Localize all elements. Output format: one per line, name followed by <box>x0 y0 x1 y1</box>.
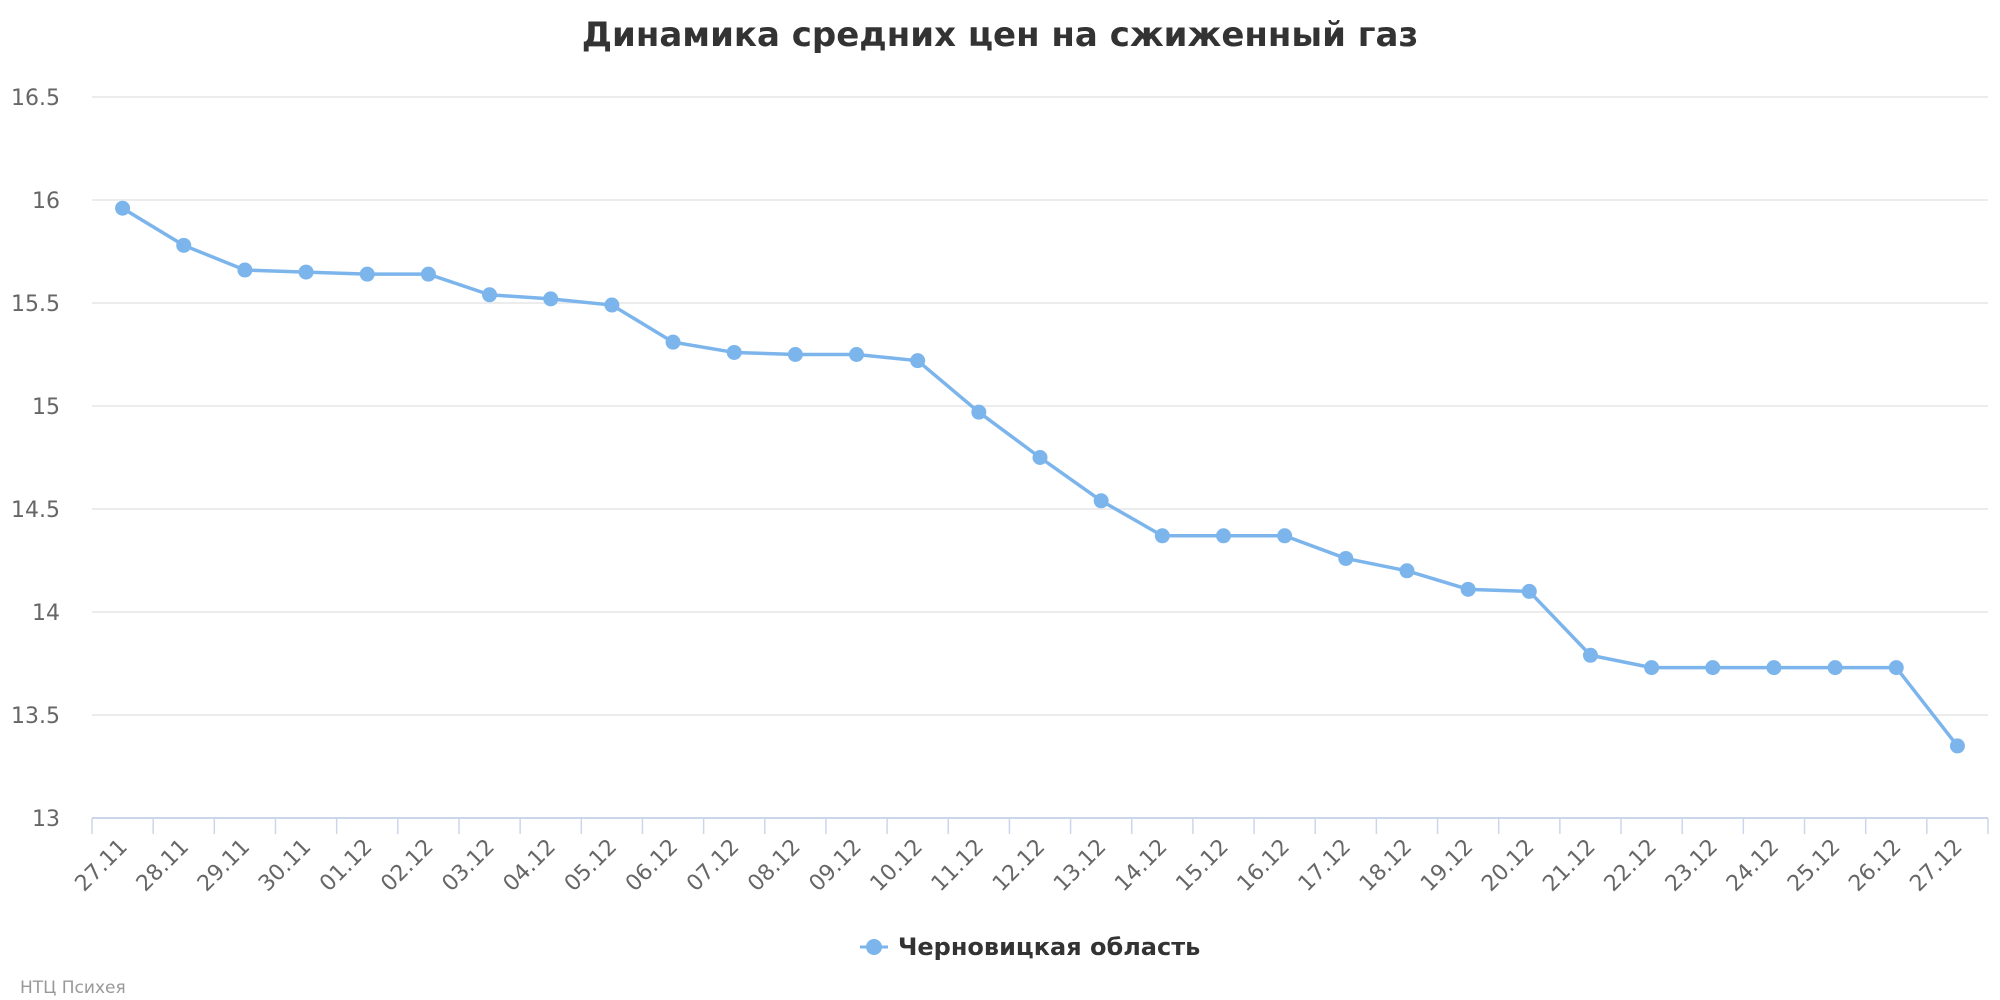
data-point[interactable] <box>176 237 192 253</box>
legend-marker-icon <box>866 939 882 955</box>
data-point[interactable] <box>359 266 375 282</box>
data-point[interactable] <box>1460 581 1476 597</box>
y-axis: 13 13.5 14 14.5 15 15.5 16 16.5 <box>11 86 60 832</box>
data-point[interactable] <box>1582 647 1598 663</box>
chart-credit[interactable]: НТЦ Психея <box>20 978 126 998</box>
data-point[interactable] <box>1154 528 1170 544</box>
y-tick-label: 14.5 <box>11 498 60 523</box>
x-tick-label: 04.12 <box>499 835 561 897</box>
data-point[interactable] <box>1277 528 1293 544</box>
data-point[interactable] <box>910 353 926 369</box>
y-tick-label: 15 <box>32 395 60 420</box>
data-point[interactable] <box>115 200 131 216</box>
legend-item-label: Черновицкая область <box>898 933 1200 961</box>
data-point[interactable] <box>971 404 987 420</box>
data-point[interactable] <box>1888 660 1904 676</box>
x-tick-label: 29.11 <box>193 835 255 897</box>
data-point[interactable] <box>298 264 314 280</box>
data-point[interactable] <box>543 291 559 307</box>
x-tick-label: 15.12 <box>1172 835 1234 897</box>
x-tick-label: 23.12 <box>1661 835 1723 897</box>
data-point[interactable] <box>420 266 436 282</box>
data-point[interactable] <box>665 334 681 350</box>
x-axis: 27.1128.1129.1130.1101.1202.1203.1204.12… <box>71 817 1989 897</box>
data-point[interactable] <box>1215 528 1231 544</box>
x-tick-label: 26.12 <box>1844 835 1906 897</box>
data-point[interactable] <box>849 347 865 362</box>
x-tick-label: 11.12 <box>927 835 989 897</box>
legend[interactable]: Черновицкая область <box>860 933 1200 961</box>
x-tick-label: 03.12 <box>438 835 500 897</box>
x-tick-label: 22.12 <box>1600 835 1662 897</box>
x-tick-label: 24.12 <box>1722 835 1784 897</box>
data-point[interactable] <box>787 347 803 362</box>
x-tick-label: 09.12 <box>805 835 867 897</box>
x-tick-label: 08.12 <box>743 835 805 897</box>
x-tick-label: 07.12 <box>682 835 744 897</box>
data-point[interactable] <box>237 262 253 278</box>
data-point[interactable] <box>1399 563 1415 579</box>
x-tick-label: 14.12 <box>1110 835 1172 897</box>
x-tick-label: 27.11 <box>71 835 133 897</box>
x-tick-label: 20.12 <box>1477 835 1539 897</box>
series-chernovitskaya[interactable] <box>115 200 1965 754</box>
y-tick-label: 16 <box>32 189 60 214</box>
data-point[interactable] <box>726 344 742 360</box>
x-tick-label: 16.12 <box>1233 835 1295 897</box>
data-point[interactable] <box>604 297 620 313</box>
x-tick-label: 05.12 <box>560 835 622 897</box>
data-point[interactable] <box>1521 583 1537 599</box>
y-tick-label: 13.5 <box>11 704 60 729</box>
chart-title: Динамика средних цен на сжиженный газ <box>582 15 1419 55</box>
y-gridlines <box>92 96 1988 716</box>
x-tick-label: 12.12 <box>988 835 1050 897</box>
series-line <box>120 206 1960 748</box>
x-tick-label: 06.12 <box>621 835 683 897</box>
y-tick-label: 13 <box>32 807 60 832</box>
data-point[interactable] <box>1705 660 1721 676</box>
data-point[interactable] <box>1827 660 1843 676</box>
data-point[interactable] <box>1032 450 1048 465</box>
x-tick-label: 13.12 <box>1049 835 1111 897</box>
x-tick-label: 17.12 <box>1294 835 1356 897</box>
data-point[interactable] <box>1093 493 1109 509</box>
data-point[interactable] <box>482 287 498 303</box>
data-point[interactable] <box>1766 660 1782 676</box>
y-tick-label: 16.5 <box>11 86 60 111</box>
x-tick-label: 21.12 <box>1538 835 1600 897</box>
data-point[interactable] <box>1338 550 1354 566</box>
x-tick-label: 28.11 <box>132 835 194 897</box>
data-point[interactable] <box>1644 660 1660 676</box>
x-tick-label: 18.12 <box>1355 835 1417 897</box>
x-tick-label: 30.11 <box>254 835 316 897</box>
x-tick-label: 27.12 <box>1905 835 1967 897</box>
x-tick-label: 25.12 <box>1783 835 1845 897</box>
x-tick-label: 01.12 <box>315 835 377 897</box>
y-tick-label: 14 <box>32 601 60 626</box>
y-tick-label: 15.5 <box>11 292 60 317</box>
x-tick-label: 19.12 <box>1416 835 1478 897</box>
x-tick-label: 10.12 <box>866 835 928 897</box>
data-point[interactable] <box>1949 738 1965 754</box>
x-tick-label: 02.12 <box>376 835 438 897</box>
